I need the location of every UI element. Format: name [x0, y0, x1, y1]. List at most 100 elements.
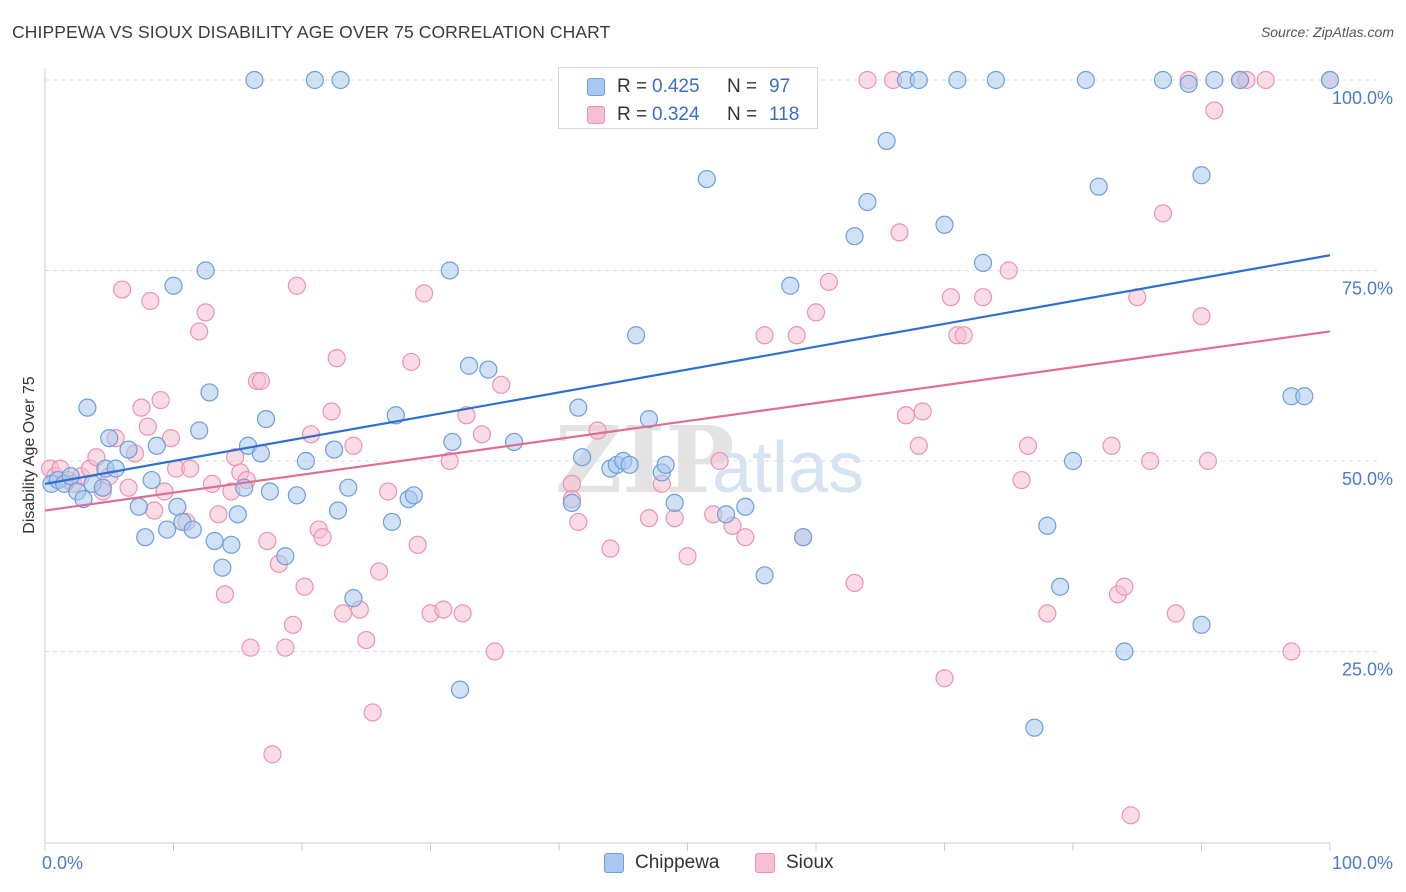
sioux-point — [1018, 436, 1038, 455]
sioux-point — [141, 291, 160, 311]
sioux-point — [357, 630, 376, 650]
sioux-point — [710, 451, 729, 471]
chippewa-point — [205, 531, 224, 551]
chippewa-point — [845, 227, 864, 246]
chippewa-point — [858, 192, 877, 212]
sioux-point — [408, 535, 427, 554]
chippewa-point — [450, 680, 470, 699]
chippewa-point — [1295, 387, 1314, 406]
chippewa-point — [1089, 177, 1108, 196]
sioux-point — [954, 326, 973, 345]
series-legend: Chippewa Sioux — [0, 850, 1406, 880]
chippewa-point — [1320, 70, 1340, 90]
sioux-point — [322, 402, 341, 421]
chippewa-point — [325, 440, 344, 459]
chippewa-point — [909, 70, 928, 90]
y-tick-label: 25.0% — [1342, 660, 1393, 680]
chippewa-point — [573, 448, 592, 467]
sioux-point — [1012, 470, 1031, 490]
chippewa-point — [562, 493, 581, 513]
sioux-point — [457, 406, 476, 425]
sioux-point — [334, 604, 353, 623]
chippewa-point — [328, 501, 348, 520]
chippewa-point — [344, 589, 363, 608]
sioux-point — [1192, 307, 1211, 326]
chippewa-point — [222, 535, 241, 554]
chippewa-point — [1230, 70, 1250, 90]
chippewa-swatch — [587, 78, 605, 96]
chippewa-point — [736, 497, 755, 516]
chippewa-point — [386, 406, 405, 425]
chippewa-point — [276, 547, 295, 566]
sioux-point — [1121, 806, 1140, 825]
sioux-n-value: 118 — [769, 104, 800, 125]
chippewa-point — [626, 326, 646, 345]
chippewa-trend-line — [44, 254, 1331, 485]
sioux-trend-line — [44, 330, 1331, 512]
chippewa-point — [287, 486, 306, 505]
chippewa-point — [986, 70, 1006, 90]
chippewa-point — [1038, 516, 1057, 535]
sioux-point — [414, 284, 434, 303]
chippewa-point — [877, 131, 896, 151]
sioux-point — [434, 600, 453, 619]
chippewa-point — [339, 478, 358, 497]
chippewa-point — [382, 512, 402, 532]
sioux-point — [909, 436, 928, 455]
chippewa-point — [331, 70, 350, 90]
data-points — [41, 70, 1340, 825]
chippewa-point — [1051, 577, 1070, 596]
sioux-point — [151, 390, 170, 410]
sioux-point — [736, 528, 755, 547]
chippewa-point — [183, 520, 202, 539]
chippewa-point — [1076, 70, 1095, 90]
sioux-point — [1205, 101, 1224, 120]
chippewa-point — [78, 398, 97, 417]
sioux-point — [639, 509, 659, 528]
sioux-point — [845, 573, 864, 593]
sioux-point — [263, 745, 282, 764]
sioux-point — [453, 604, 472, 623]
sioux-point — [665, 509, 684, 528]
chippewa-r-value: 0.425 — [652, 76, 700, 97]
chippewa-point — [656, 455, 675, 474]
chippewa-point — [1153, 70, 1173, 90]
chippewa-point — [755, 566, 774, 585]
sioux-point — [196, 303, 215, 322]
chippewa-point — [665, 493, 684, 513]
sioux-point — [119, 478, 138, 497]
chippewa-point — [443, 432, 462, 452]
sioux-point — [370, 562, 389, 581]
sioux-point — [313, 528, 332, 547]
chippewa-point — [147, 436, 166, 455]
sioux-point — [569, 512, 588, 532]
chippewa-point — [569, 398, 588, 417]
sioux-point — [241, 638, 260, 657]
chart-title: CHIPPEWA VS SIOUX DISABILITY AGE OVER 75… — [12, 22, 611, 42]
sioux-point — [276, 638, 295, 657]
chippewa-point — [296, 451, 315, 471]
sioux-point — [112, 280, 132, 299]
sioux-point — [327, 349, 346, 368]
chippewa-point — [973, 253, 993, 272]
y-tick-label: 50.0% — [1342, 469, 1393, 489]
sioux-point — [973, 288, 993, 307]
chippewa-point — [781, 276, 800, 295]
chippewa-r-label: R = — [617, 76, 648, 97]
sioux-point — [588, 421, 607, 440]
chippewa-point — [1192, 615, 1211, 634]
chippewa-point — [260, 482, 279, 501]
chippewa-point — [106, 459, 125, 478]
sioux-point — [1166, 604, 1185, 623]
sioux-point — [132, 398, 151, 417]
chippewa-point — [1025, 718, 1044, 737]
chippewa-point — [129, 497, 148, 516]
chippewa-point — [404, 486, 423, 505]
chippewa-point — [1179, 74, 1198, 93]
chippewa-point — [639, 409, 659, 429]
sioux-r-value: 0.324 — [652, 104, 700, 125]
sioux-point — [209, 505, 228, 524]
sioux-point — [295, 577, 314, 596]
sioux-swatch — [587, 106, 605, 124]
